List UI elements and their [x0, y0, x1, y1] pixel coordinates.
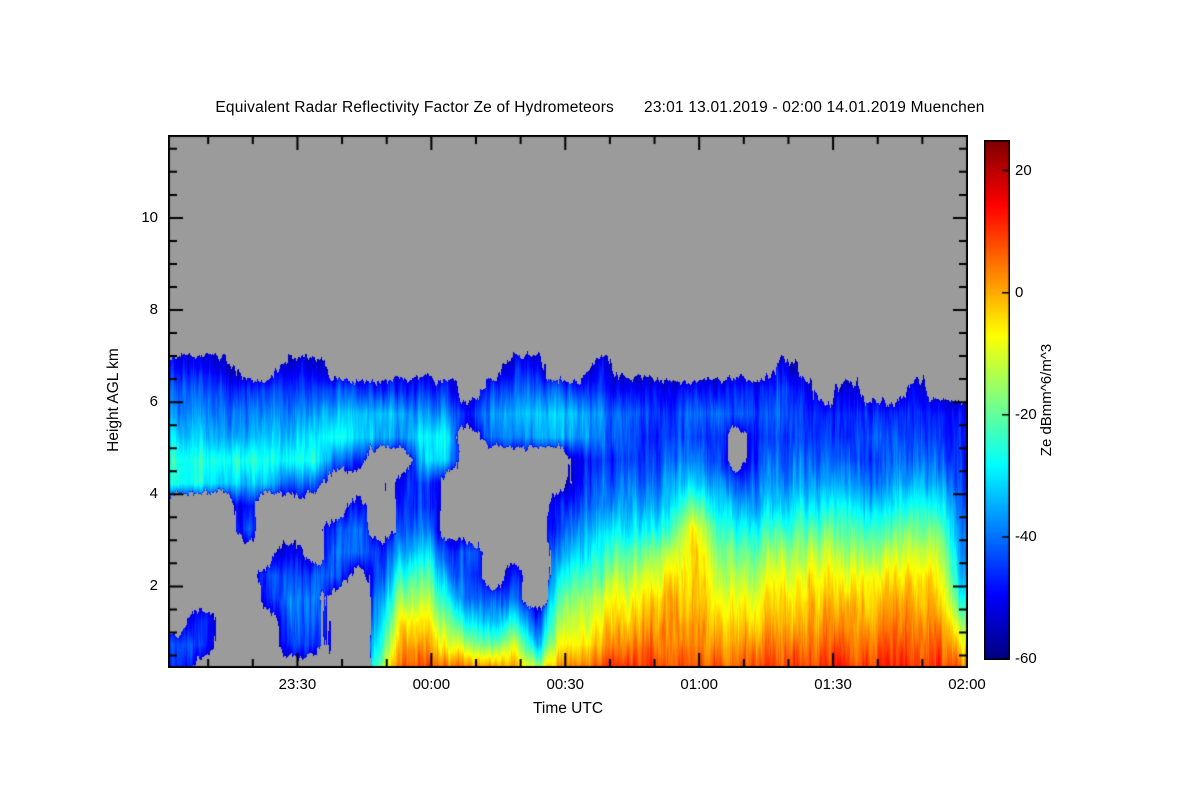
x-tick-label: 02:00 — [948, 676, 986, 693]
y-tick-label: 8 — [149, 301, 158, 319]
x-tick-label: 23:30 — [278, 676, 317, 693]
x-tick-label: 01:30 — [814, 676, 852, 693]
chart-title-main: Equivalent Radar Reflectivity Factor Ze … — [215, 99, 615, 116]
colorbar-tick-label: -40 — [1015, 527, 1037, 545]
colorbar-canvas — [984, 140, 1010, 660]
colorbar-label: Ze dBmm^6/m^3 — [1038, 343, 1055, 457]
colorbar-tick-label: 20 — [1015, 161, 1032, 179]
colorbar-tick-label: 0 — [1015, 283, 1024, 301]
reflectivity-heatmap-canvas — [168, 135, 968, 668]
y-tick-label: 6 — [149, 393, 158, 411]
chart-title: Equivalent Radar Reflectivity Factor Ze … — [0, 99, 1200, 117]
colorbar-tick-label: -20 — [1015, 405, 1037, 423]
x-axis-label: Time UTC — [532, 700, 604, 717]
x-tick-label: 01:00 — [680, 676, 718, 693]
colorbar — [984, 140, 1010, 660]
chart-title-daterange: 23:01 13.01.2019 - 02:00 14.01.2019 Muen… — [644, 99, 985, 116]
plot-area — [168, 135, 968, 668]
x-tick-label: 00:30 — [546, 676, 585, 693]
colorbar-tick-label: -60 — [1015, 650, 1037, 667]
x-tick-label: 00:00 — [412, 676, 451, 693]
y-tick-label: 4 — [149, 485, 158, 503]
y-tick-label: 2 — [149, 577, 158, 595]
y-tick-label: 10 — [141, 208, 158, 226]
